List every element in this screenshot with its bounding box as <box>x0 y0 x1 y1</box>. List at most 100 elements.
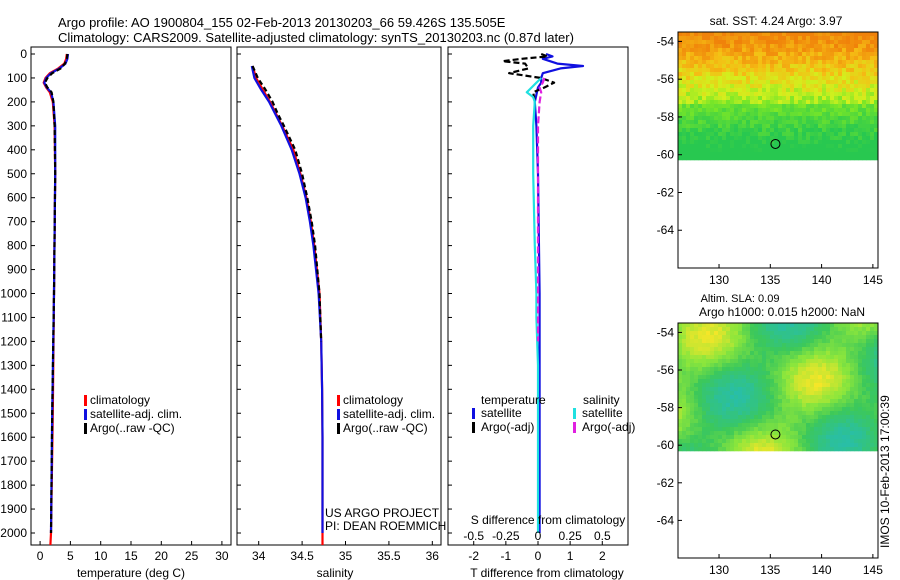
map-cell <box>762 383 767 388</box>
map-cell <box>870 375 875 380</box>
map-cell <box>794 88 799 93</box>
map-cell <box>790 80 795 85</box>
map-cell <box>870 52 875 57</box>
map-cell <box>850 80 855 85</box>
map-cell <box>794 156 799 161</box>
map-cell <box>810 363 815 368</box>
map-cell <box>698 435 703 440</box>
sst-map-axes: 130 135 140 145-54-56-58-60-62-64 <box>657 34 884 287</box>
map-cell <box>762 64 767 69</box>
map-cell <box>822 48 827 53</box>
map-cell <box>762 423 767 428</box>
map-cell <box>682 371 687 376</box>
map-cell <box>702 387 707 392</box>
map-cell <box>678 72 683 77</box>
map-cell <box>730 44 735 49</box>
map-cell <box>870 379 875 384</box>
map-cell <box>806 144 811 149</box>
map-cell <box>874 40 878 45</box>
map-cell <box>738 104 743 109</box>
map-cell <box>730 136 735 141</box>
map-cell <box>814 327 819 332</box>
map-cell <box>810 56 815 61</box>
map-cell <box>802 423 807 428</box>
map-cell <box>678 411 683 416</box>
map-cell <box>774 379 779 384</box>
map-cell <box>762 343 767 348</box>
map-cell <box>774 447 779 452</box>
map-cell <box>714 395 719 400</box>
map-cell <box>722 327 727 332</box>
map-cell <box>802 52 807 57</box>
map-cell <box>682 395 687 400</box>
map-cell <box>730 120 735 125</box>
map-cell <box>770 136 775 141</box>
map-cell <box>722 44 727 49</box>
map-cell <box>798 447 803 452</box>
map-cell <box>802 387 807 392</box>
map-cell <box>682 427 687 432</box>
map-cell <box>806 36 811 41</box>
map-cell <box>786 391 791 396</box>
map-cell <box>746 52 751 57</box>
map-cell <box>754 439 759 444</box>
map-cell <box>714 48 719 53</box>
map-cell <box>762 403 767 408</box>
map-cell <box>778 88 783 93</box>
map-cell <box>698 419 703 424</box>
map-cell <box>714 144 719 149</box>
map-cell <box>742 48 747 53</box>
map-cell <box>810 343 815 348</box>
map-cell <box>834 76 839 81</box>
map-cell <box>870 391 875 396</box>
map-cell <box>702 435 707 440</box>
map-cell <box>710 347 715 352</box>
map-cell <box>834 104 839 109</box>
map-cell <box>866 112 871 117</box>
map-cell <box>778 399 783 404</box>
map-cell <box>730 343 735 348</box>
map-cell <box>770 423 775 428</box>
map-cell <box>858 371 863 376</box>
map-cell <box>794 347 799 352</box>
map-cell <box>846 156 851 161</box>
map-cell <box>742 80 747 85</box>
map-cell <box>762 439 767 444</box>
map-cell <box>798 403 803 408</box>
map-cell <box>846 152 851 157</box>
map-cell <box>710 108 715 113</box>
map-cell <box>862 395 867 400</box>
map-cell <box>770 156 775 161</box>
map-cell <box>806 60 811 65</box>
map-cell <box>766 128 771 133</box>
map-cell <box>718 100 723 105</box>
map-cell <box>694 415 699 420</box>
map-cell <box>834 347 839 352</box>
map-cell <box>734 411 739 416</box>
map-cell <box>874 140 878 145</box>
map-cell <box>858 419 863 424</box>
map-cell <box>782 379 787 384</box>
map-cell <box>854 387 859 392</box>
map-cell <box>754 60 759 65</box>
map-cell <box>814 112 819 117</box>
map-cell <box>702 383 707 388</box>
map-cell <box>814 116 819 121</box>
map-cell <box>686 359 691 364</box>
map-cell <box>750 140 755 145</box>
map-cell <box>690 40 695 45</box>
map-cell <box>842 144 847 149</box>
map-cell <box>758 76 763 81</box>
map-cell <box>850 72 855 77</box>
map-cell <box>834 60 839 65</box>
map-cell <box>718 323 723 328</box>
map-cell <box>758 367 763 372</box>
map-cell <box>690 391 695 396</box>
map-cell <box>826 148 831 153</box>
map-cell <box>762 323 767 328</box>
map-cell <box>870 359 875 364</box>
map-cell <box>866 331 871 336</box>
map-cell <box>838 100 843 105</box>
map-cell <box>846 323 851 328</box>
map-cell <box>742 419 747 424</box>
